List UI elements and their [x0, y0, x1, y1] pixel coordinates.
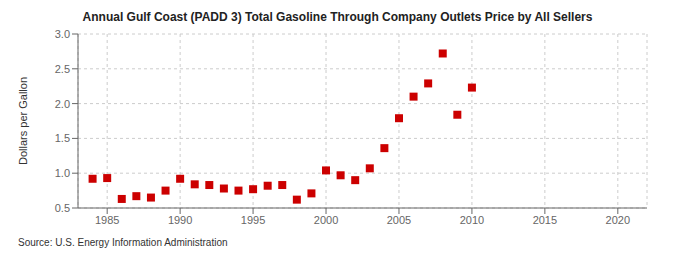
svg-text:1995: 1995: [241, 214, 265, 226]
svg-text:2020: 2020: [606, 214, 630, 226]
svg-text:Dollars per Gallon: Dollars per Gallon: [17, 77, 29, 165]
svg-text:2005: 2005: [387, 214, 411, 226]
svg-text:2015: 2015: [533, 214, 557, 226]
svg-text:2000: 2000: [314, 214, 338, 226]
svg-text:3.0: 3.0: [55, 28, 70, 40]
svg-text:1.5: 1.5: [55, 132, 70, 144]
svg-text:2.5: 2.5: [55, 63, 70, 75]
svg-text:1990: 1990: [168, 214, 192, 226]
svg-text:1985: 1985: [95, 214, 119, 226]
svg-text:2.0: 2.0: [55, 98, 70, 110]
html-text:Source: U.S. Energy Informatio: Source: U.S. Energy Information Administ…: [18, 237, 228, 248]
html-text:Annual Gulf Coast (PADD 3) Tot: Annual Gulf Coast (PADD 3) Total Gasolin…: [82, 10, 593, 24]
svg-text:2010: 2010: [460, 214, 484, 226]
svg-text:1.0: 1.0: [55, 167, 70, 179]
svg-text:0.5: 0.5: [55, 202, 70, 214]
